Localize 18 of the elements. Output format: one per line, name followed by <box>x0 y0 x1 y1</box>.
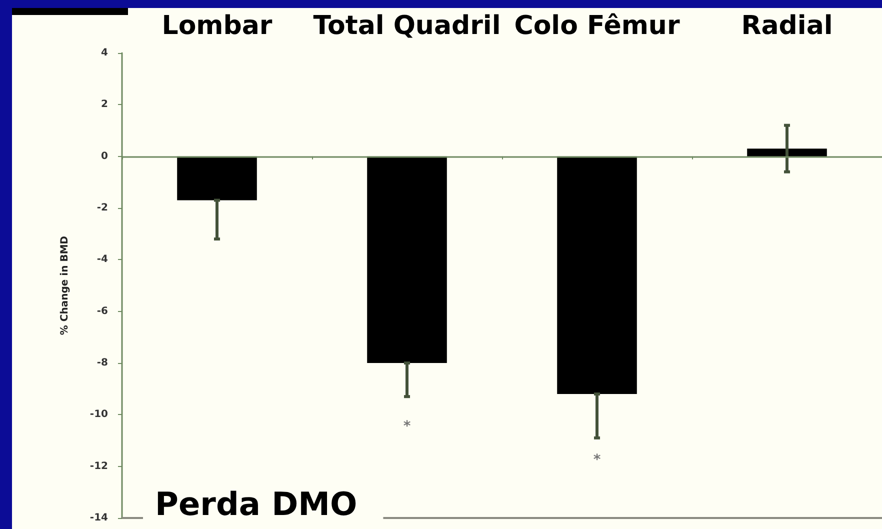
y-tick-label: -14 <box>90 512 108 524</box>
y-tick-label: 4 <box>101 48 108 58</box>
annotation: * <box>403 418 412 435</box>
y-tick-label: -10 <box>90 409 108 420</box>
y-tick-label: -8 <box>96 358 108 368</box>
annotation: * <box>593 452 602 468</box>
x-tick-label: Lombar <box>162 11 272 41</box>
text: Perda DMO <box>155 485 358 523</box>
x-tick-label: Colo Fêmur <box>514 11 680 41</box>
y-tick-label: -4 <box>96 254 108 266</box>
y-tick-label: -6 <box>96 306 108 317</box>
y-axis-title: % Change in BMD <box>60 236 70 336</box>
y-tick-label: -12 <box>90 460 108 472</box>
y-tick-label: 2 <box>101 99 108 110</box>
y-tick-label: 0 <box>101 150 108 162</box>
x-tick-label: Radial <box>741 11 833 41</box>
x-tick-label: Total Quadril <box>313 11 501 41</box>
y-tick-label: -2 <box>96 202 108 214</box>
